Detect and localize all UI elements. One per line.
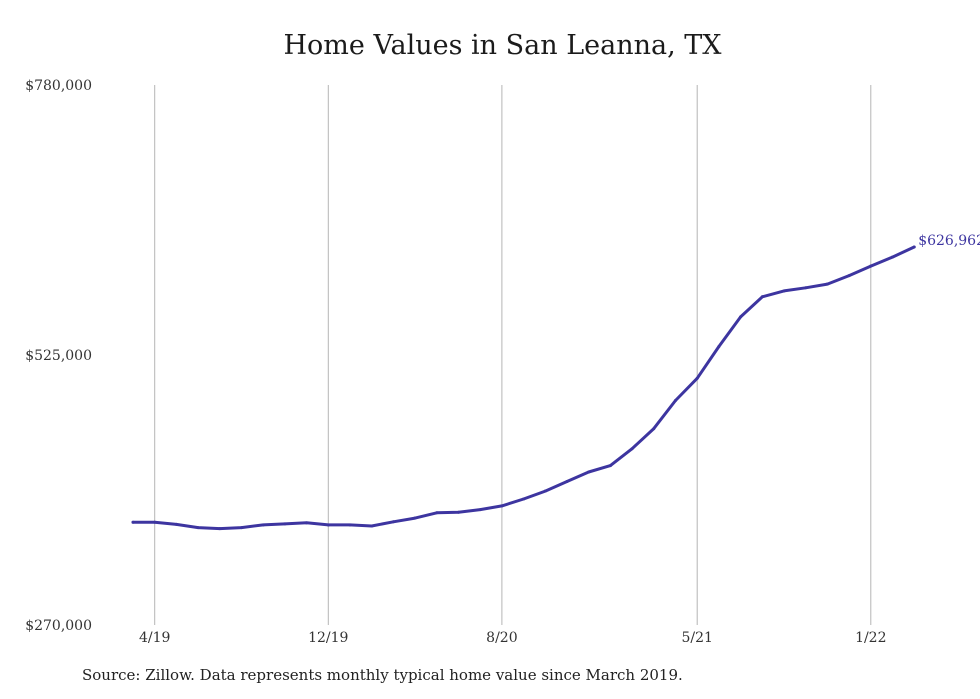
- data-point-2020-06: [457, 510, 460, 514]
- x-tick-label: 1/22: [855, 630, 886, 646]
- data-point-2020-12: [587, 470, 591, 474]
- data-point-2021-10: [804, 286, 808, 290]
- source-note: Source: Zillow. Data represents monthly …: [82, 666, 683, 684]
- data-point-2021-12: [847, 274, 851, 278]
- gridlines: [154, 85, 872, 625]
- data-point-2019-07: [218, 527, 222, 531]
- data-point-2021-11: [825, 282, 829, 286]
- data-point-2021-09: [782, 289, 786, 293]
- series-layer: $626,962: [131, 233, 980, 531]
- x-axis-ticks: 4/19 12/19 8/20 5/21 1/22: [139, 630, 887, 646]
- y-tick-label: $780,000: [25, 78, 92, 94]
- data-point-2019-09: [261, 523, 265, 527]
- x-tick-label: 8/20: [486, 630, 517, 646]
- data-point-2020-05: [435, 511, 439, 515]
- data-point-2019-11: [305, 521, 309, 525]
- data-point-2020-09: [522, 497, 526, 501]
- data-point-2022-01: [869, 264, 873, 268]
- data-point-2021-03: [652, 427, 656, 431]
- data-point-2021-04: [674, 399, 677, 403]
- data-point-2019-05: [174, 522, 178, 526]
- x-tick-label: 4/19: [139, 630, 170, 646]
- end-value-label: $626,962: [918, 233, 980, 249]
- series-line: [131, 245, 916, 531]
- data-point-2021-06: [717, 345, 721, 349]
- data-point-2022-02: [891, 255, 894, 259]
- x-tick-label: 12/19: [308, 630, 348, 646]
- data-point-2020-03: [391, 520, 395, 524]
- data-point-2019-06: [196, 526, 200, 530]
- data-point-2019-04: [153, 520, 157, 524]
- data-point-2021-02: [630, 447, 634, 451]
- data-point-2020-01: [348, 523, 352, 527]
- data-point-2020-10: [543, 489, 547, 493]
- data-point-2019-10: [283, 522, 287, 526]
- data-point-2019-08: [240, 526, 243, 530]
- chart-title: Home Values in San Leanna, TX: [283, 30, 722, 61]
- data-point-2019-03: [131, 520, 135, 524]
- y-tick-label: $525,000: [25, 348, 92, 364]
- y-tick-label: $270,000: [25, 618, 92, 634]
- data-point-2020-02: [370, 524, 374, 528]
- data-point-2020-11: [565, 480, 569, 484]
- data-point-2021-01: [608, 464, 612, 468]
- data-point-2019-12: [326, 523, 330, 527]
- data-point-2021-05: [695, 376, 699, 380]
- data-point-2021-07: [739, 315, 743, 319]
- data-point-2020-07: [478, 508, 482, 512]
- x-tick-label: 5/21: [681, 630, 712, 646]
- data-point-2021-08: [760, 295, 764, 299]
- data-point-2020-08: [500, 504, 504, 508]
- data-point-2022-03: [912, 245, 916, 249]
- y-axis-ticks: $780,000 $525,000 $270,000: [25, 78, 92, 634]
- data-point-2020-04: [413, 516, 417, 520]
